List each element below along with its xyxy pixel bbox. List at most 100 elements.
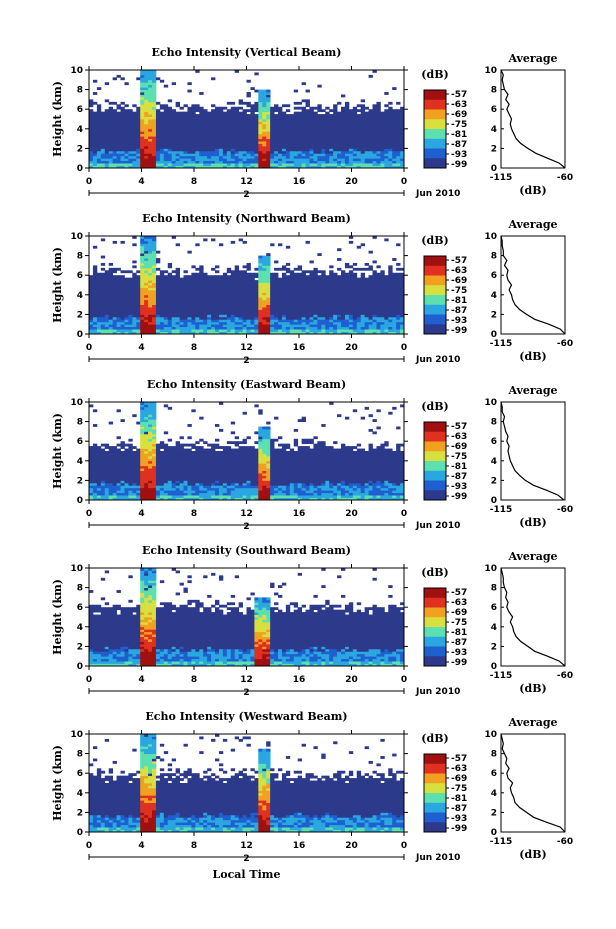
heatmap-cell [388,138,393,142]
heatmap-cell [372,111,377,115]
heatmap-cell [191,482,196,486]
heatmap-cell [396,160,401,164]
heatmap-cell [384,116,389,120]
heatmap-cell [132,497,137,501]
heatmap-cell [171,316,177,320]
heatmap-cell [341,311,346,315]
heatmap-cell [89,490,94,494]
heatmap-cell [207,331,212,335]
heatmap-cell [356,289,362,293]
heatmap-cell [356,277,362,281]
heatmap-cell [321,304,326,308]
heatmap-cell [348,265,354,269]
heatmap-cell [116,148,121,152]
heatmap-cell [309,163,314,166]
heatmap-cell [321,289,326,293]
heatmap-cell [278,106,283,110]
heatmap-cell [297,148,303,152]
heatmap-cell [297,128,303,132]
heatmap-cell [116,495,121,498]
heatmap-cell [92,287,98,291]
heatmap-cell [262,270,267,274]
heatmap-cell [254,487,259,491]
heatmap-cell [344,104,350,108]
heatmap-cell [215,158,220,162]
heatmap-cell [289,492,295,496]
heatmap-cell [238,482,243,486]
heatmap-cell [246,277,251,281]
heatmap-cell [285,302,291,305]
heatmap-cell [301,309,306,313]
heatmap-cell [132,277,137,281]
heatmap-cell [329,265,334,269]
heatmap-cell [262,128,267,132]
heatmap-cell [321,277,326,281]
heatmap-cell [285,304,291,308]
heatmap-cell [96,126,102,130]
heatmap-cell [152,497,157,501]
heatmap-cell [380,316,385,320]
heatmap-cell [301,331,306,335]
heatmap-cell [242,302,247,305]
heatmap-cell [258,111,263,115]
heatmap-cell [132,150,137,154]
heatmap-cell [309,160,314,164]
heatmap-cell [356,294,362,298]
heatmap-cell [92,277,98,281]
heatmap-cell [128,131,133,135]
heatmap-cell [218,321,224,325]
heatmap-cell [313,148,318,152]
heatmap-cell [281,143,287,147]
heatmap-cell [254,148,259,152]
heatmap-cell [376,307,381,310]
heatmap-cell [195,280,200,283]
heatmap-cell [96,87,102,90]
heatmap-cell [242,329,247,332]
colorbar-swatch [424,119,446,130]
heatmap-cell [333,329,338,332]
heatmap-cell [140,497,145,501]
heatmap-cell [238,292,243,296]
heatmap-cell [396,324,401,328]
heatmap-cell [89,316,94,320]
heatmap-cell [104,109,110,113]
heatmap-cell [104,277,110,281]
heatmap-cell [400,114,405,117]
heatmap-cell [400,116,405,120]
heatmap-cell [175,280,180,283]
heatmap-cell [400,121,405,125]
heatmap-cell [183,280,188,283]
heatmap-cell [317,141,322,144]
heatmap-cell [148,485,153,489]
heatmap-cell [92,270,98,274]
heatmap-cell [352,314,358,318]
heatmap-cell [207,292,212,296]
heatmap-cell [270,158,275,162]
heatmap-cell [242,492,247,496]
colorbar-tick-label: -99 [451,160,467,170]
heatmap-cell [218,116,224,120]
heatmap-cell [376,495,381,498]
heatmap-cell [321,280,326,283]
heatmap-cell [305,138,310,142]
heatmap-cell [274,307,279,310]
heatmap-cell [92,304,98,308]
heatmap-cell [368,155,373,159]
heatmap-cell [262,255,267,259]
heatmap-cell [293,138,299,142]
heatmap-cell [140,116,145,120]
heatmap-cell [112,482,117,486]
heatmap-cell [187,114,192,117]
heatmap-cell [96,487,102,491]
heatmap-cell [309,311,314,315]
heatmap-cell [333,126,338,130]
heatmap-cell [211,238,216,242]
heatmap-cell [262,114,267,117]
heatmap-cell [155,126,161,130]
heatmap-cell [163,133,169,137]
heatmap-cell [152,79,157,83]
heatmap-cell [356,160,362,164]
heatmap-cell [348,143,354,147]
heatmap-cell [136,321,141,325]
heatmap-cell [144,316,149,320]
